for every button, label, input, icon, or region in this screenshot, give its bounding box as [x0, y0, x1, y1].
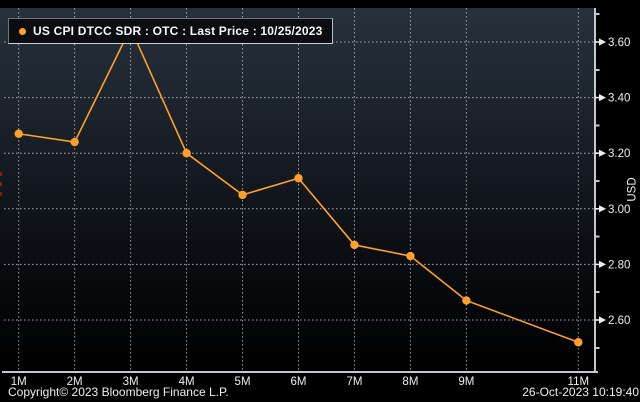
y-tick-arrow-icon: [599, 38, 606, 46]
x-tick-label: 6M: [291, 376, 307, 388]
data-point[interactable]: [350, 240, 359, 250]
y-tick-arrow-icon: [599, 94, 606, 102]
footer-bar: Copyright© 2023 Bloomberg Finance L.P. 2…: [8, 385, 639, 399]
x-tick-label: 2M: [67, 376, 83, 388]
data-point[interactable]: [406, 251, 415, 261]
data-point[interactable]: [574, 338, 583, 347]
y-tick-label: 3.20: [608, 148, 630, 160]
data-point[interactable]: [462, 296, 471, 305]
y-tick-label: 3.60: [608, 37, 630, 49]
y-tick-arrow-icon: [599, 149, 606, 157]
y-axis-title: USD: [626, 177, 639, 202]
y-tick-label: 2.60: [608, 315, 630, 327]
data-point[interactable]: [238, 190, 247, 200]
y-tick-arrow-icon: [599, 260, 606, 268]
x-tick-label: 1M: [11, 376, 27, 388]
y-tick-arrow-icon: [599, 316, 606, 324]
y-tick-arrow-icon: [599, 205, 606, 213]
timestamp-text: 26-Oct-2023 10:19:40: [522, 385, 639, 399]
x-tick-label: 4M: [179, 376, 195, 388]
x-tick-label: 7M: [346, 376, 362, 388]
x-tick-label: 11M: [568, 376, 590, 388]
legend[interactable]: US CPI DTCC SDR : OTC : Last Price : 10/…: [8, 18, 334, 44]
y-tick-label: 3.00: [608, 204, 630, 216]
legend-marker-icon: [19, 27, 26, 35]
copyright-text: Copyright© 2023 Bloomberg Finance L.P.: [8, 385, 229, 399]
y-tick-label: 2.80: [608, 259, 630, 271]
left-edge-red-artifact: [0, 172, 2, 202]
y-tick-label: 3.40: [608, 93, 630, 105]
data-point[interactable]: [14, 129, 23, 138]
legend-label: US CPI DTCC SDR : OTC : Last Price : 10/…: [33, 24, 323, 38]
data-point[interactable]: [70, 137, 79, 147]
x-tick-label: 3M: [123, 376, 139, 388]
data-point[interactable]: [294, 174, 303, 183]
x-tick-label: 5M: [235, 376, 251, 388]
x-tick-label: 9M: [458, 376, 474, 388]
x-tick-label: 8M: [402, 376, 418, 388]
price-line: [18, 27, 579, 343]
data-point[interactable]: [182, 149, 191, 158]
